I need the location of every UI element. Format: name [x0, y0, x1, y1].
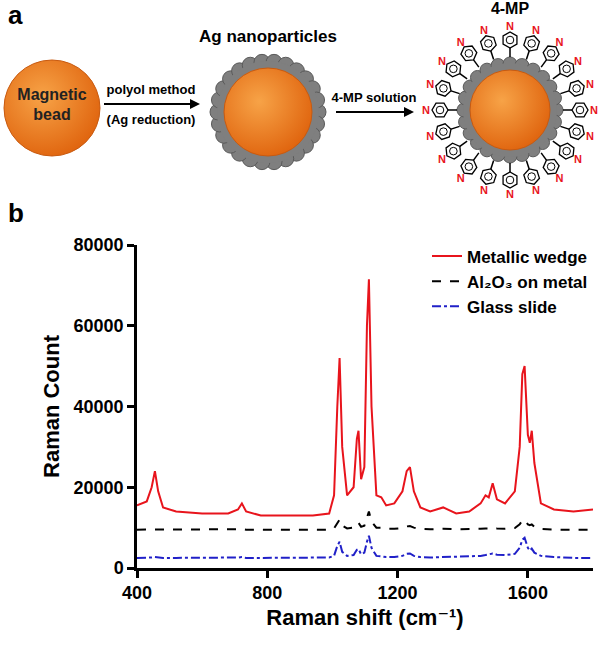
html-text:b: b	[8, 198, 24, 228]
svg-text:N: N	[426, 78, 434, 90]
svg-text:Glass slide: Glass slide	[467, 298, 557, 317]
svg-text:Raman shift (cm⁻¹): Raman shift (cm⁻¹)	[266, 605, 463, 630]
svg-text:N: N	[532, 24, 540, 36]
svg-text:polyol method: polyol method	[107, 82, 196, 97]
svg-text:N: N	[457, 36, 465, 48]
svg-text:400: 400	[122, 583, 152, 603]
svg-text:a: a	[8, 0, 23, 30]
svg-text:N: N	[438, 153, 446, 165]
svg-text:N: N	[555, 36, 563, 48]
svg-text:Metallic wedge: Metallic wedge	[467, 248, 587, 267]
svg-text:N: N	[555, 172, 563, 184]
svg-text:Ag nanoparticles: Ag nanoparticles	[199, 27, 337, 46]
svg-text:(Ag reduction): (Ag reduction)	[107, 112, 196, 127]
svg-text:N: N	[457, 172, 465, 184]
svg-text:4-MP solution: 4-MP solution	[332, 90, 417, 105]
svg-text:N: N	[426, 130, 434, 142]
svg-text:N: N	[532, 184, 540, 196]
svg-text:N: N	[438, 55, 446, 67]
svg-text:bead: bead	[33, 106, 70, 123]
svg-text:1600: 1600	[508, 583, 548, 603]
svg-text:N: N	[480, 184, 488, 196]
svg-text:N: N	[506, 20, 514, 32]
svg-text:Raman Count: Raman Count	[39, 334, 64, 478]
svg-text:N: N	[586, 78, 594, 90]
svg-text:20000: 20000	[74, 478, 124, 498]
svg-text:N: N	[422, 104, 430, 116]
svg-text:4-MP: 4-MP	[491, 0, 530, 17]
svg-text:N: N	[586, 130, 594, 142]
svg-text:80000: 80000	[74, 235, 124, 255]
svg-text:1200: 1200	[378, 583, 418, 603]
svg-text:N: N	[480, 24, 488, 36]
svg-text:N: N	[506, 188, 514, 200]
svg-text:N: N	[590, 104, 598, 116]
svg-text:800: 800	[252, 583, 282, 603]
svg-text:60000: 60000	[74, 316, 124, 336]
svg-text:N: N	[574, 153, 582, 165]
svg-text:N: N	[574, 55, 582, 67]
svg-text:40000: 40000	[74, 397, 124, 417]
svg-text:Al₂O₃ on metal: Al₂O₃ on metal	[467, 273, 587, 292]
svg-text:Magnetic: Magnetic	[17, 86, 86, 103]
svg-text:0: 0	[114, 558, 124, 578]
